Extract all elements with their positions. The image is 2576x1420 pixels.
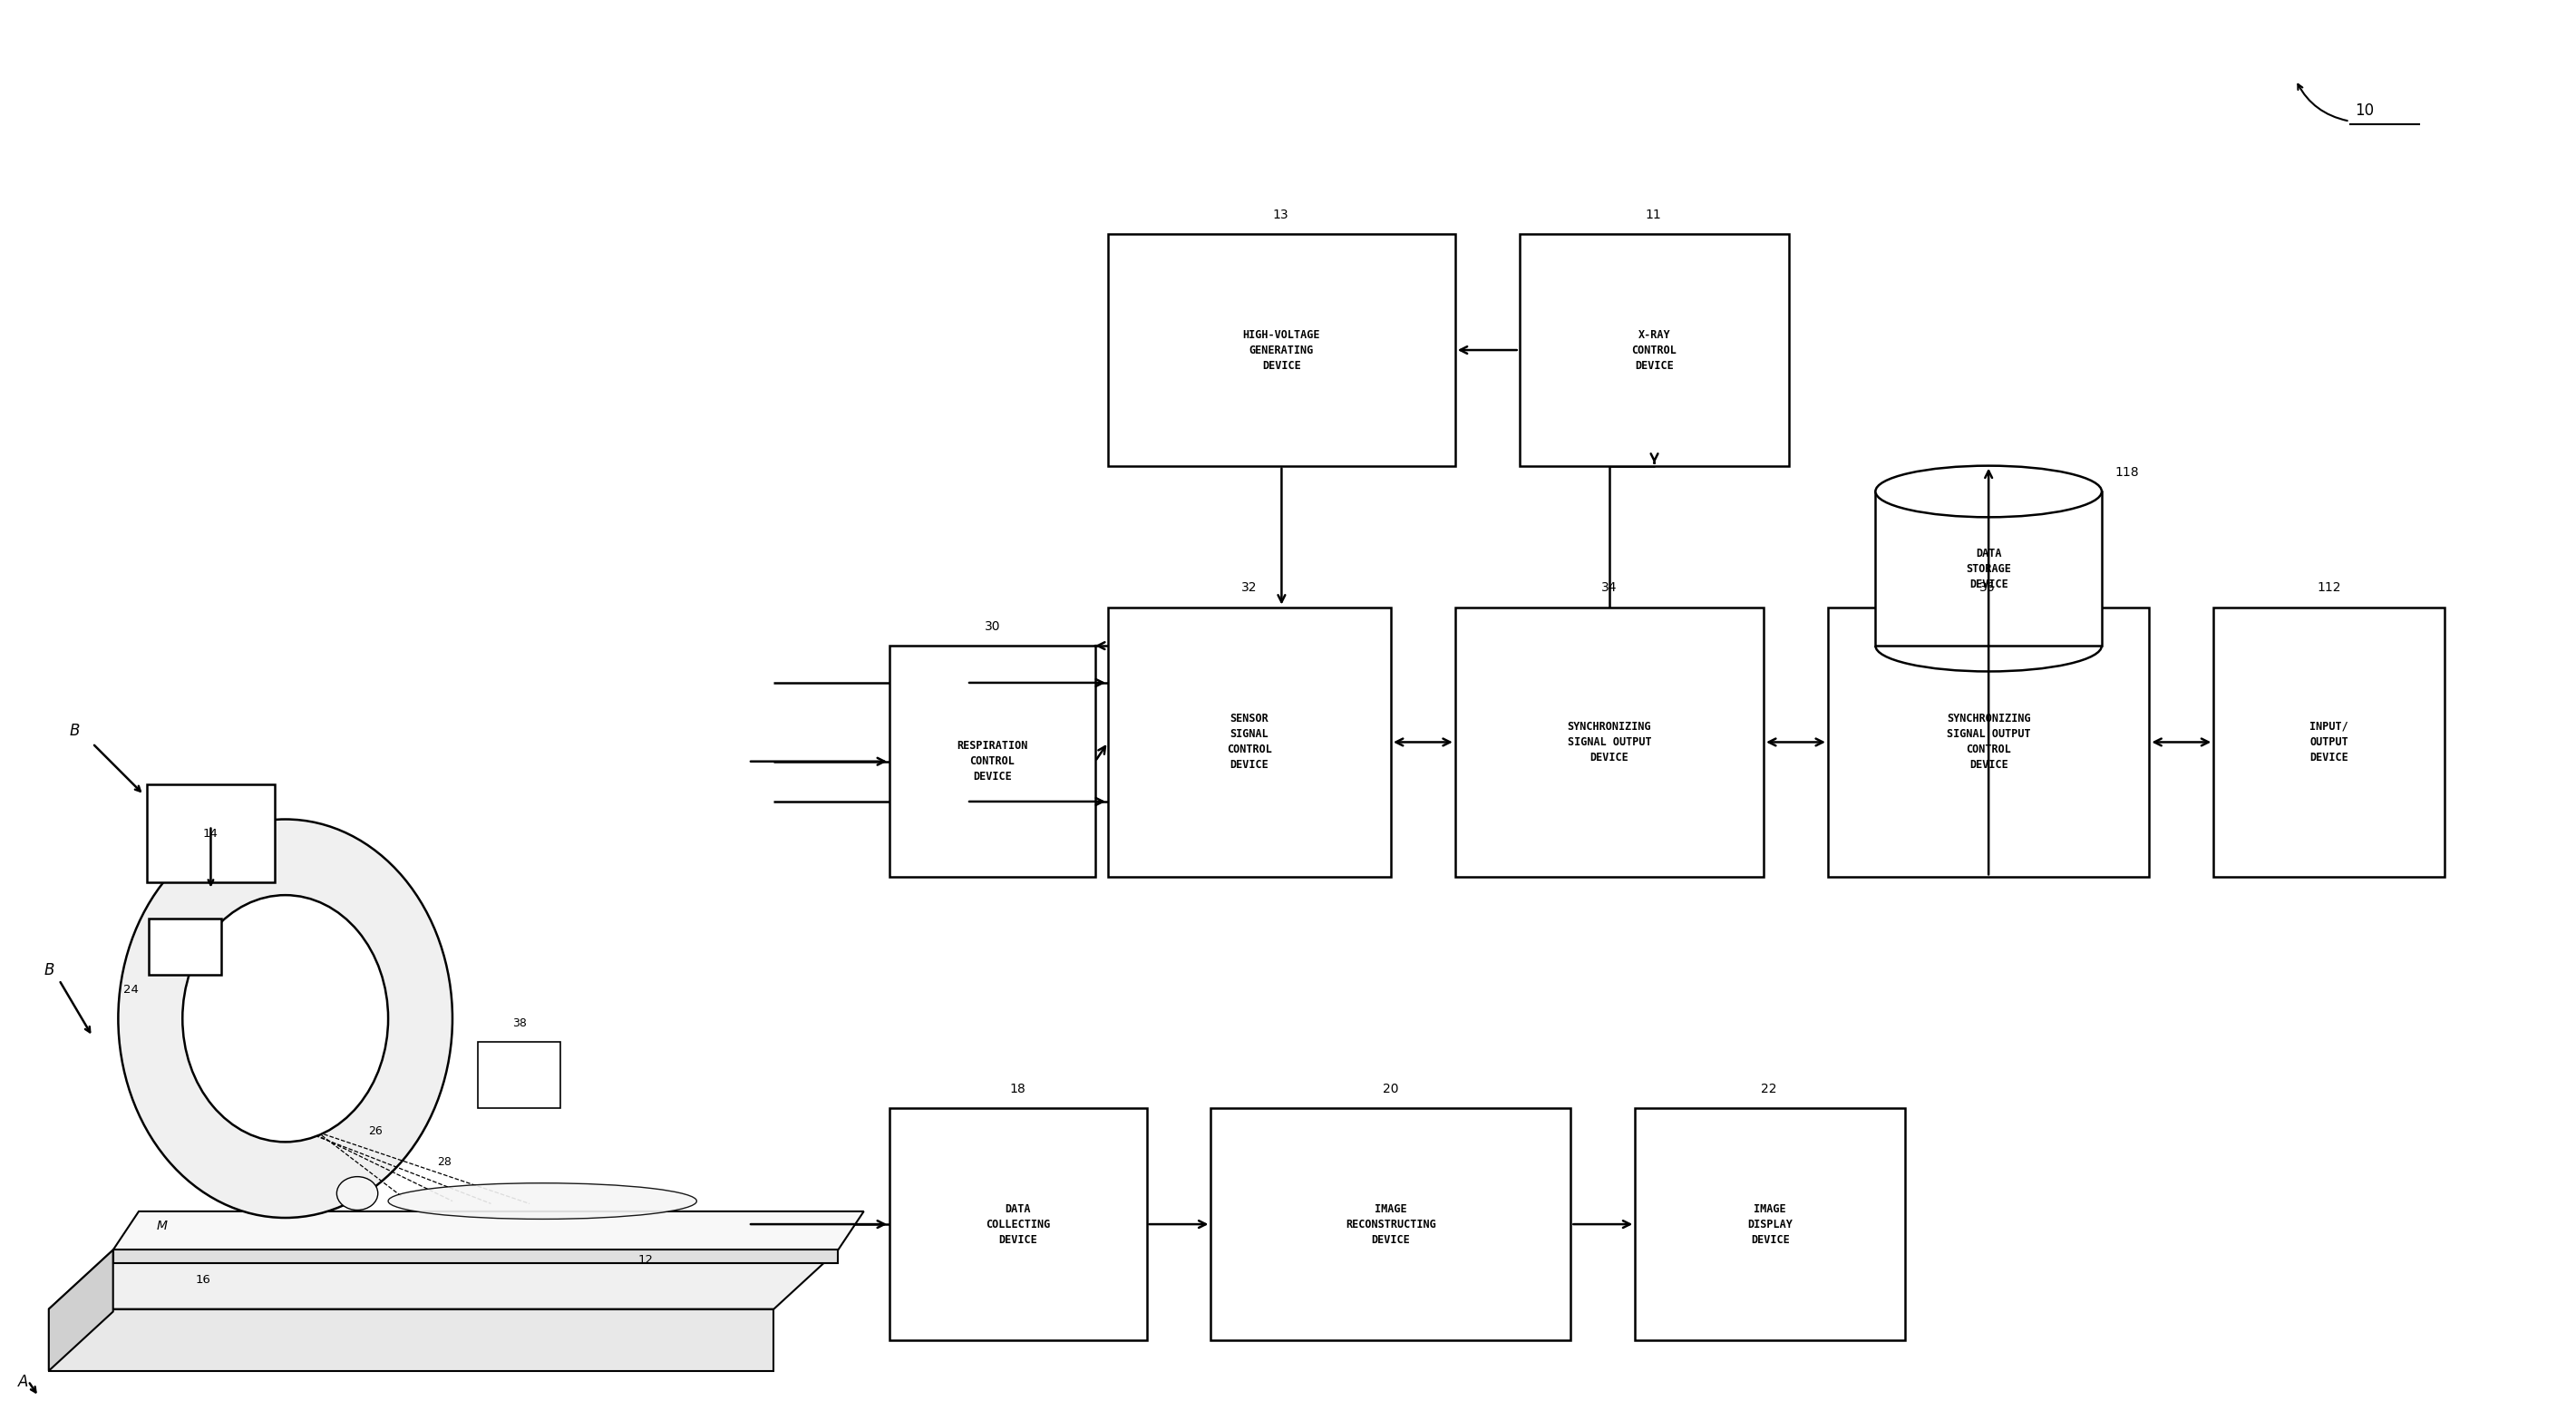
Text: B: B <box>44 963 54 978</box>
Text: 38: 38 <box>513 1017 526 1029</box>
Text: 22: 22 <box>1762 1083 1777 1096</box>
Ellipse shape <box>1875 466 2102 517</box>
Text: INPUT/
OUTPUT
DEVICE: INPUT/ OUTPUT DEVICE <box>2311 721 2349 764</box>
Text: DATA
COLLECTING
DEVICE: DATA COLLECTING DEVICE <box>987 1203 1051 1245</box>
Text: 18: 18 <box>1010 1083 1025 1096</box>
Text: 13: 13 <box>1273 209 1288 222</box>
Polygon shape <box>49 1250 837 1309</box>
Text: 28: 28 <box>438 1156 451 1167</box>
Text: 30: 30 <box>984 621 999 633</box>
Text: 20: 20 <box>1383 1083 1399 1096</box>
Bar <box>147 785 276 882</box>
Text: 118: 118 <box>2115 466 2138 479</box>
Text: DATA
STORAGE
DEVICE: DATA STORAGE DEVICE <box>1965 547 2012 589</box>
Text: X-RAY
CONTROL
DEVICE: X-RAY CONTROL DEVICE <box>1631 329 1677 372</box>
Text: 26: 26 <box>368 1125 381 1137</box>
Text: SENSOR
SIGNAL
CONTROL
DEVICE: SENSOR SIGNAL CONTROL DEVICE <box>1226 713 1273 771</box>
Bar <box>889 1109 1146 1340</box>
Text: IMAGE
DISPLAY
DEVICE: IMAGE DISPLAY DEVICE <box>1747 1203 1793 1245</box>
Ellipse shape <box>183 895 389 1142</box>
Bar <box>479 1042 562 1109</box>
Text: HIGH-VOLTAGE
GENERATING
DEVICE: HIGH-VOLTAGE GENERATING DEVICE <box>1242 329 1321 372</box>
Bar <box>149 919 222 974</box>
Text: A: A <box>18 1373 28 1390</box>
Bar <box>1108 608 1391 878</box>
Ellipse shape <box>118 819 453 1218</box>
Text: SYNCHRONIZING
SIGNAL OUTPUT
DEVICE: SYNCHRONIZING SIGNAL OUTPUT DEVICE <box>1566 721 1651 764</box>
Bar <box>2213 608 2445 878</box>
Polygon shape <box>49 1250 113 1370</box>
Bar <box>1108 234 1455 466</box>
Text: 16: 16 <box>196 1274 211 1287</box>
Bar <box>1455 608 1765 878</box>
Polygon shape <box>49 1309 773 1370</box>
Text: 34: 34 <box>1602 582 1618 595</box>
Text: 12: 12 <box>636 1254 652 1265</box>
Bar <box>1520 234 1790 466</box>
Bar <box>1211 1109 1571 1340</box>
Bar <box>1875 491 2102 646</box>
Text: 10: 10 <box>2354 102 2375 119</box>
Text: 11: 11 <box>1646 209 1662 222</box>
Text: 14: 14 <box>204 828 219 839</box>
Text: M: M <box>157 1220 167 1233</box>
Text: SYNCHRONIZING
SIGNAL OUTPUT
CONTROL
DEVICE: SYNCHRONIZING SIGNAL OUTPUT CONTROL DEVI… <box>1947 713 2030 771</box>
Text: RESPIRATION
CONTROL
DEVICE: RESPIRATION CONTROL DEVICE <box>956 740 1028 782</box>
Bar <box>1829 608 2148 878</box>
Ellipse shape <box>389 1183 696 1220</box>
Polygon shape <box>113 1211 863 1250</box>
Polygon shape <box>113 1250 837 1262</box>
Ellipse shape <box>337 1177 379 1210</box>
Bar <box>1636 1109 1906 1340</box>
Text: 32: 32 <box>1242 582 1257 595</box>
Bar <box>889 646 1095 878</box>
Text: 24: 24 <box>124 984 139 995</box>
Text: 112: 112 <box>2318 582 2342 595</box>
Text: B: B <box>70 723 80 740</box>
Text: IMAGE
RECONSTRUCTING
DEVICE: IMAGE RECONSTRUCTING DEVICE <box>1345 1203 1435 1245</box>
Text: 36: 36 <box>1978 582 1996 595</box>
